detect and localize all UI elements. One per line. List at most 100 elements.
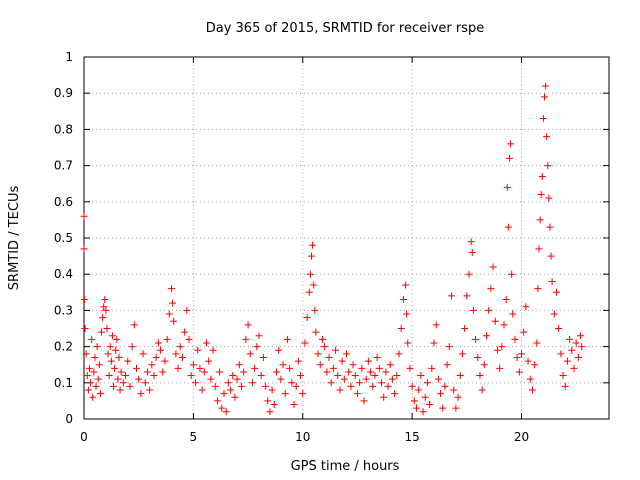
data-point xyxy=(489,263,497,271)
data-point xyxy=(253,343,261,351)
y-tick-label: 0.8 xyxy=(54,122,73,136)
data-point xyxy=(417,372,425,380)
data-point xyxy=(117,368,125,376)
x-tick-label: 20 xyxy=(514,430,529,444)
data-point xyxy=(264,397,272,405)
data-point xyxy=(534,285,542,293)
data-point xyxy=(539,115,547,123)
data-point xyxy=(174,364,182,372)
data-point xyxy=(515,368,523,376)
data-point xyxy=(89,393,97,401)
data-point xyxy=(452,404,460,412)
y-tick-label: 0 xyxy=(65,412,73,426)
data-point xyxy=(207,375,215,383)
data-point xyxy=(218,404,226,412)
data-point xyxy=(290,401,298,409)
data-point xyxy=(329,364,337,372)
data-point xyxy=(168,285,175,293)
data-point xyxy=(196,364,204,372)
data-point xyxy=(85,364,93,372)
data-point xyxy=(406,364,414,372)
data-point xyxy=(115,353,123,361)
data-point xyxy=(270,401,278,409)
data-point xyxy=(90,368,98,376)
data-point xyxy=(273,368,280,376)
y-tick-label: 0.6 xyxy=(54,195,73,209)
data-point xyxy=(538,172,546,180)
data-point xyxy=(566,335,574,343)
data-point xyxy=(441,382,449,390)
data-point xyxy=(487,285,495,293)
data-point xyxy=(126,382,134,390)
data-point xyxy=(509,310,517,318)
x-tick-label: 15 xyxy=(404,430,419,444)
data-point xyxy=(229,372,237,380)
data-point xyxy=(178,353,186,361)
data-point xyxy=(577,332,585,340)
data-point xyxy=(119,379,127,387)
x-tick-label: 0 xyxy=(80,430,88,444)
data-point xyxy=(211,382,219,390)
data-point xyxy=(559,372,567,380)
data-point xyxy=(547,252,555,260)
data-point xyxy=(408,382,416,390)
data-point xyxy=(268,386,276,394)
data-point xyxy=(391,390,399,398)
data-point xyxy=(220,390,228,398)
data-point xyxy=(423,379,431,387)
data-point xyxy=(286,364,294,372)
x-axis-label: GPS time / hours xyxy=(291,459,400,474)
data-point xyxy=(113,335,121,343)
data-point xyxy=(227,386,235,394)
data-point xyxy=(205,357,213,365)
data-point xyxy=(102,306,110,314)
data-point xyxy=(93,343,101,351)
data-point xyxy=(498,343,506,351)
data-point xyxy=(393,372,401,380)
data-point xyxy=(528,386,536,394)
data-point xyxy=(105,372,113,380)
data-point xyxy=(563,357,571,365)
data-point xyxy=(336,386,344,394)
data-point xyxy=(110,382,118,390)
data-point xyxy=(360,397,368,405)
data-point xyxy=(299,390,307,398)
data-point xyxy=(82,350,90,358)
data-point xyxy=(233,375,241,383)
data-point xyxy=(301,339,309,347)
data-point xyxy=(428,364,436,372)
data-point xyxy=(139,350,147,358)
data-point xyxy=(570,364,578,372)
data-point xyxy=(81,325,89,332)
x-tick-label: 10 xyxy=(295,430,310,444)
data-point xyxy=(364,357,372,365)
data-point xyxy=(248,379,256,387)
data-point xyxy=(445,343,453,351)
data-point xyxy=(469,306,477,314)
data-point xyxy=(561,382,569,390)
data-point xyxy=(246,350,254,358)
data-point xyxy=(503,183,511,191)
data-point xyxy=(305,288,313,296)
data-point xyxy=(491,317,499,325)
data-point xyxy=(524,357,532,365)
data-point xyxy=(378,379,385,387)
data-point xyxy=(468,248,476,256)
data-point xyxy=(388,375,396,383)
data-point xyxy=(114,375,122,383)
data-point xyxy=(98,328,105,336)
data-point xyxy=(505,154,513,162)
data-point xyxy=(124,357,132,365)
data-point xyxy=(493,346,501,354)
data-point xyxy=(349,361,357,369)
data-point xyxy=(325,353,333,361)
data-point xyxy=(421,393,429,401)
data-point xyxy=(135,375,143,383)
data-point xyxy=(502,296,510,304)
data-point xyxy=(192,379,200,387)
chart-title: Day 365 of 2015, SRMTID for receiver rsp… xyxy=(206,21,485,36)
data-point xyxy=(185,335,193,343)
data-point xyxy=(474,353,482,361)
